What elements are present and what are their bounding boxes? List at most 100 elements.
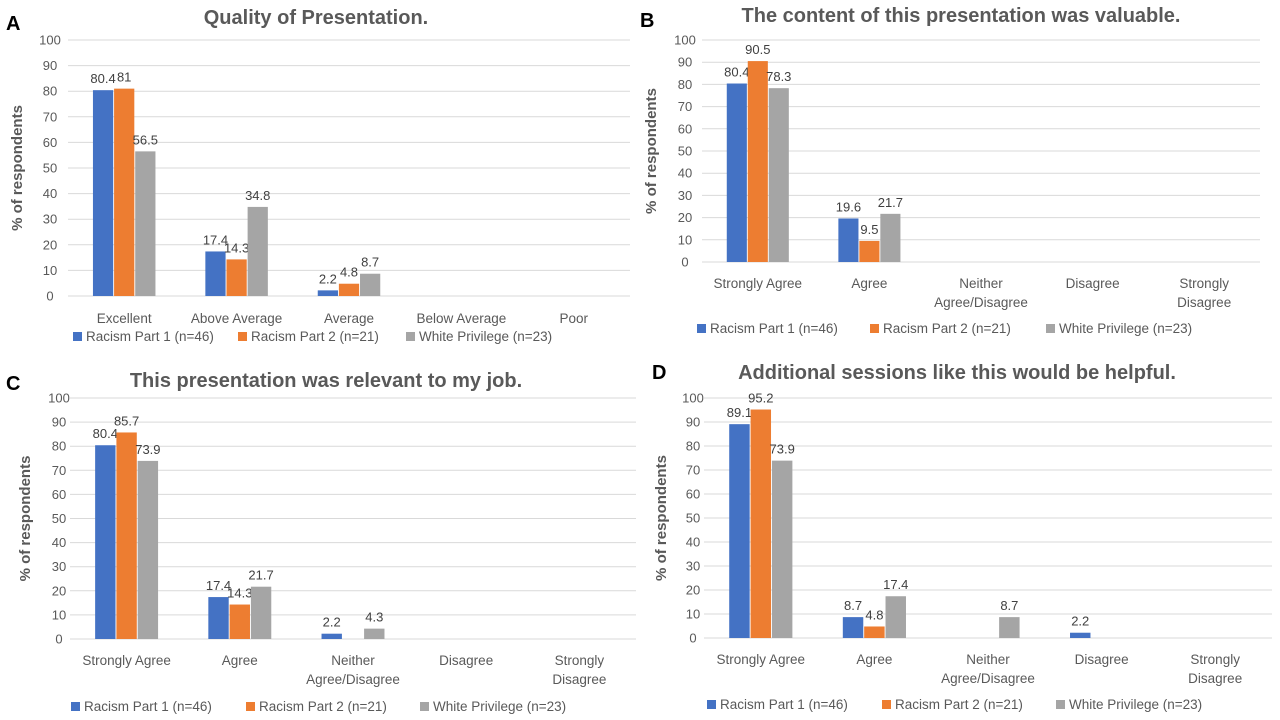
- legend-label: Racism Part 2 (n=21): [251, 329, 379, 344]
- x-category-label: Disagree: [1066, 276, 1120, 291]
- y-tick-label: 60: [43, 135, 57, 150]
- legend-swatch: [1056, 700, 1065, 709]
- bar: [364, 628, 385, 639]
- legend-label: Racism Part 2 (n=21): [895, 697, 1023, 712]
- bar: [885, 596, 906, 638]
- x-category-label: Agree/Disagree: [934, 295, 1028, 310]
- legend-label: Racism Part 1 (n=46): [710, 321, 838, 336]
- data-label: 21.7: [248, 568, 273, 583]
- legend-label: Racism Part 2 (n=21): [259, 699, 387, 714]
- x-category-label: Agree: [851, 276, 887, 291]
- y-tick-label: 80: [52, 439, 66, 454]
- y-tick-label: 10: [52, 607, 66, 622]
- y-axis-label: % of respondents: [653, 455, 670, 581]
- data-label: 14.3: [224, 240, 249, 255]
- chart-panel-d: D Additional sessions like this would be …: [652, 362, 1272, 712]
- bar: [750, 409, 772, 638]
- y-tick-label: 70: [52, 463, 66, 478]
- bar: [226, 259, 247, 296]
- y-tick-label: 20: [52, 583, 66, 598]
- chart-title: Additional sessions like this would be h…: [738, 362, 1176, 384]
- x-category-label: Average: [324, 311, 374, 326]
- data-label: 17.4: [206, 578, 231, 593]
- y-axis-label: % of respondents: [17, 456, 34, 582]
- chart-title: The content of this presentation was val…: [742, 5, 1181, 27]
- x-category-label: Strongly Agree: [717, 652, 806, 667]
- y-tick-label: 80: [686, 439, 700, 454]
- y-tick-label: 90: [43, 58, 57, 73]
- legend-label: White Privilege (n=23): [419, 329, 552, 344]
- y-tick-label: 0: [689, 631, 696, 646]
- legend-label: Racism Part 1 (n=46): [84, 699, 212, 714]
- data-label: 80.4: [93, 426, 118, 441]
- legend-swatch: [238, 332, 247, 341]
- bar: [317, 290, 338, 296]
- y-tick-label: 20: [686, 583, 700, 598]
- data-label: 56.5: [133, 132, 158, 147]
- bar: [135, 151, 156, 296]
- legend-swatch: [1046, 324, 1055, 333]
- y-tick-label: 90: [686, 415, 700, 430]
- legend-label: White Privilege (n=23): [1069, 697, 1202, 712]
- data-label: 81: [117, 70, 131, 85]
- data-label: 4.8: [340, 265, 358, 280]
- y-tick-label: 50: [686, 511, 700, 526]
- legend-swatch: [73, 332, 82, 341]
- x-category-label: Disagree: [1177, 295, 1231, 310]
- data-label: 89.1: [727, 405, 752, 420]
- data-label: 4.8: [865, 607, 883, 622]
- x-category-label: Agree/Disagree: [941, 671, 1035, 686]
- x-category-label: Disagree: [552, 672, 606, 687]
- x-category-label: Neither: [959, 276, 1003, 291]
- bar: [747, 61, 768, 263]
- data-label: 34.8: [245, 188, 270, 203]
- data-label: 17.4: [883, 577, 908, 592]
- y-tick-label: 50: [52, 511, 66, 526]
- y-tick-label: 80: [678, 77, 692, 92]
- y-tick-label: 40: [43, 186, 57, 201]
- y-axis-label: % of respondents: [9, 105, 26, 231]
- data-label: 73.9: [135, 442, 160, 457]
- chart-panel-b: B The content of this presentation was va…: [640, 5, 1260, 336]
- data-label: 2.2: [319, 271, 337, 286]
- x-category-label: Agree: [856, 652, 892, 667]
- bar: [205, 251, 226, 296]
- x-category-label: Poor: [560, 311, 589, 326]
- y-tick-label: 10: [43, 263, 57, 278]
- bar: [338, 283, 360, 296]
- data-label: 73.9: [770, 442, 795, 457]
- y-tick-label: 40: [678, 166, 692, 181]
- bar: [114, 88, 135, 296]
- y-tick-label: 90: [678, 55, 692, 70]
- bar: [229, 604, 250, 639]
- y-tick-label: 90: [52, 415, 66, 430]
- bar: [859, 240, 880, 262]
- y-tick-label: 70: [678, 99, 692, 114]
- y-tick-label: 40: [52, 535, 66, 550]
- y-tick-label: 20: [678, 210, 692, 225]
- x-category-label: Excellent: [97, 311, 152, 326]
- bar: [247, 206, 268, 296]
- y-tick-label: 70: [43, 109, 57, 124]
- bar: [726, 83, 747, 263]
- y-axis-label: % of respondents: [643, 88, 660, 214]
- data-label: 9.5: [860, 222, 878, 237]
- y-tick-label: 50: [43, 161, 57, 176]
- legend-swatch: [420, 702, 429, 711]
- panel-letter: C: [6, 373, 20, 395]
- data-label: 2.2: [323, 615, 341, 630]
- data-label: 8.7: [361, 255, 379, 270]
- legend-swatch: [882, 700, 891, 709]
- legend-label: Racism Part 2 (n=21): [883, 321, 1011, 336]
- data-label: 78.3: [766, 69, 791, 84]
- bar: [95, 445, 116, 639]
- bar: [321, 633, 342, 639]
- x-category-label: Disagree: [1075, 652, 1129, 667]
- chart-title: Quality of Presentation.: [204, 7, 428, 29]
- legend-swatch: [697, 324, 706, 333]
- x-category-label: Disagree: [439, 653, 493, 668]
- legend-swatch: [870, 324, 879, 333]
- y-tick-label: 0: [681, 255, 688, 270]
- chart-panel-c: C This presentation was relevant to my jo…: [6, 370, 636, 714]
- bar: [729, 424, 750, 638]
